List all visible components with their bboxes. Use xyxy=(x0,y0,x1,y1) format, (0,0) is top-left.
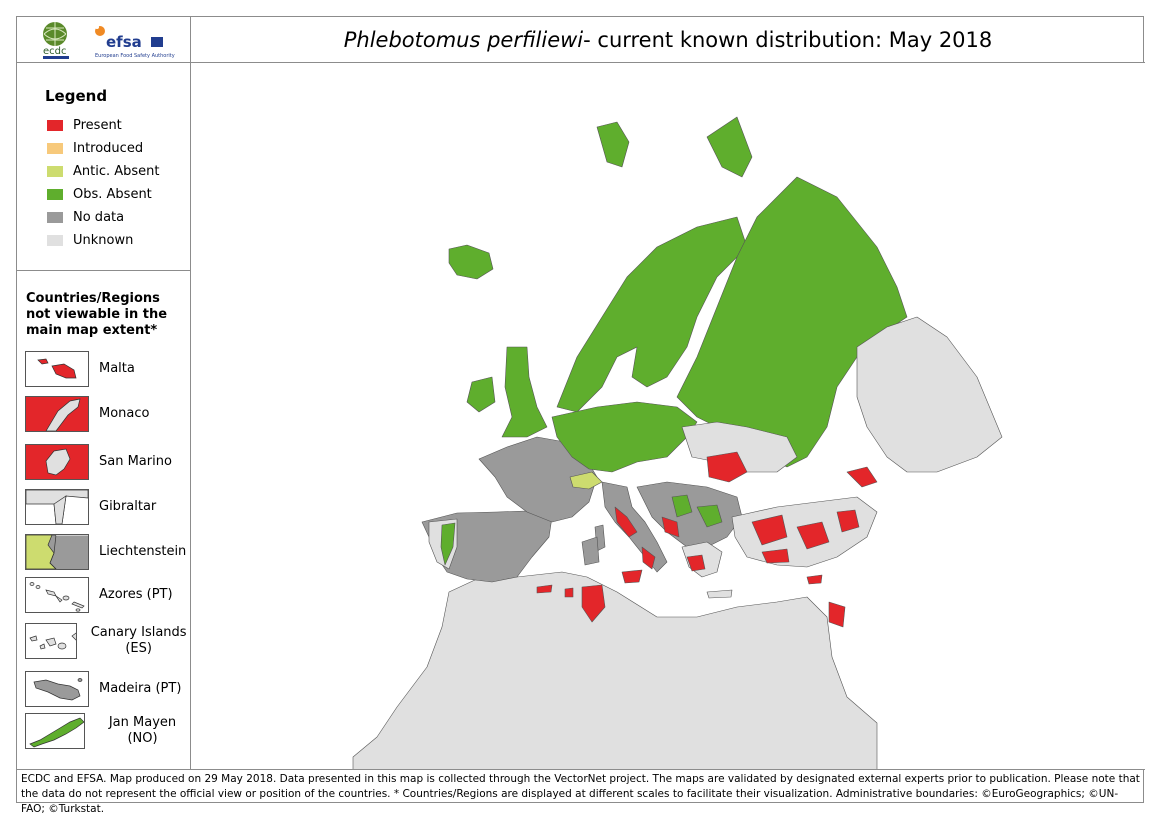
inset-label: Malta xyxy=(99,361,135,376)
jan-mayen-inset-map xyxy=(25,713,85,749)
inset-san-marino: San Marino xyxy=(25,444,172,480)
ecdc-efsa-logos: ecdc efsa European Food Safety Authority xyxy=(43,22,175,59)
inset-azores: Azores (PT) xyxy=(25,577,173,613)
sardinia xyxy=(581,536,600,566)
inset-liechtenstein: Liechtenstein xyxy=(25,534,186,570)
legend-item-introduced: Introduced xyxy=(47,141,143,156)
tunisia xyxy=(581,584,606,623)
central-europe xyxy=(551,401,698,473)
obs-absent-swatch xyxy=(47,189,63,200)
europe-map xyxy=(352,116,1003,769)
gibraltar-inset-map xyxy=(25,489,89,525)
legend-title: Legend xyxy=(45,87,108,105)
legend-item-obs-absent: Obs. Absent xyxy=(47,187,152,202)
madeira-inset-map xyxy=(25,671,89,707)
legend-item-unknown: Unknown xyxy=(47,233,133,248)
main-map xyxy=(191,63,1145,769)
inset-label: Jan Mayen (NO) xyxy=(108,715,177,746)
legend: Legend Present Introduced Antic. Absent … xyxy=(17,63,190,271)
inset-label: Gibraltar xyxy=(99,499,157,514)
map-title: Phlebotomus perfiliewi - current known d… xyxy=(191,17,1145,63)
israel xyxy=(828,601,846,628)
sicily xyxy=(621,569,643,584)
balkans xyxy=(636,481,743,548)
svg-text:ecdc: ecdc xyxy=(43,46,67,57)
inset-jan-mayen: Jan Mayen (NO) xyxy=(25,713,190,749)
cyprus xyxy=(806,574,823,585)
legend-label: Present xyxy=(73,118,122,133)
svg-text:European Food Safety Authority: European Food Safety Authority xyxy=(95,53,175,59)
efsa-logo: efsa European Food Safety Authority xyxy=(95,25,175,59)
species-name: Phlebotomus perfiliewi xyxy=(343,28,584,52)
unknown-swatch xyxy=(47,235,63,246)
inset-canary-islands: Canary Islands (ES) xyxy=(25,623,190,659)
france xyxy=(478,436,598,523)
logo-area: ecdc efsa European Food Safety Authority xyxy=(17,17,191,63)
inset-gibraltar: Gibraltar xyxy=(25,489,156,525)
legend-label: Antic. Absent xyxy=(73,164,160,179)
header: ecdc efsa European Food Safety Authority… xyxy=(17,17,1145,63)
kazakhstan xyxy=(856,316,1003,473)
ireland xyxy=(466,376,496,413)
switzerland xyxy=(569,471,603,490)
svg-text:efsa: efsa xyxy=(106,33,142,51)
introduced-swatch xyxy=(47,143,63,154)
antic-absent-swatch xyxy=(47,166,63,177)
inset-label: Azores (PT) xyxy=(99,587,173,602)
inset-malta: Malta xyxy=(25,351,135,387)
title-rest: - current known distribution: May 2018 xyxy=(583,28,993,52)
inset-madeira: Madeira (PT) xyxy=(25,671,181,707)
inset-label: Canary Islands (ES) xyxy=(90,625,187,656)
footer-note: ECDC and EFSA. Map produced on 29 May 20… xyxy=(17,769,1145,815)
svalbard xyxy=(596,121,630,168)
no-data-swatch xyxy=(47,212,63,223)
inset-label: Monaco xyxy=(99,406,150,421)
malta-inset-map xyxy=(25,351,89,387)
legend-label: Obs. Absent xyxy=(73,187,152,202)
canary-islands-inset-map xyxy=(25,623,78,659)
north-africa xyxy=(352,571,878,769)
novaya-zemlya xyxy=(706,116,753,178)
regions-title: Countries/Regions not viewable in the ma… xyxy=(26,291,168,338)
sidebar: Legend Present Introduced Antic. Absent … xyxy=(17,63,191,769)
monaco-inset-map xyxy=(25,396,89,432)
legend-item-no-data: No data xyxy=(47,210,124,225)
san-marino-inset-map xyxy=(25,444,89,480)
great-britain xyxy=(501,346,548,438)
iceland xyxy=(448,244,494,280)
legend-item-antic-absent: Antic. Absent xyxy=(47,164,160,179)
map-frame: ecdc efsa European Food Safety Authority… xyxy=(16,16,1145,815)
legend-item-present: Present xyxy=(47,118,122,133)
inset-label: Madeira (PT) xyxy=(99,681,182,696)
azores-inset-map xyxy=(25,577,89,613)
ecdc-logo: ecdc xyxy=(43,22,69,59)
crete xyxy=(706,589,733,599)
legend-label: Introduced xyxy=(73,141,144,156)
present-swatch xyxy=(47,120,63,131)
liechtenstein-inset-map xyxy=(25,534,89,570)
inset-label: Liechtenstein xyxy=(99,544,187,559)
legend-label: No data xyxy=(73,210,125,225)
legend-label: Unknown xyxy=(73,233,134,248)
italy xyxy=(601,481,668,573)
inset-label: San Marino xyxy=(99,454,172,469)
inset-monaco: Monaco xyxy=(25,396,149,432)
scandinavia xyxy=(556,216,748,413)
